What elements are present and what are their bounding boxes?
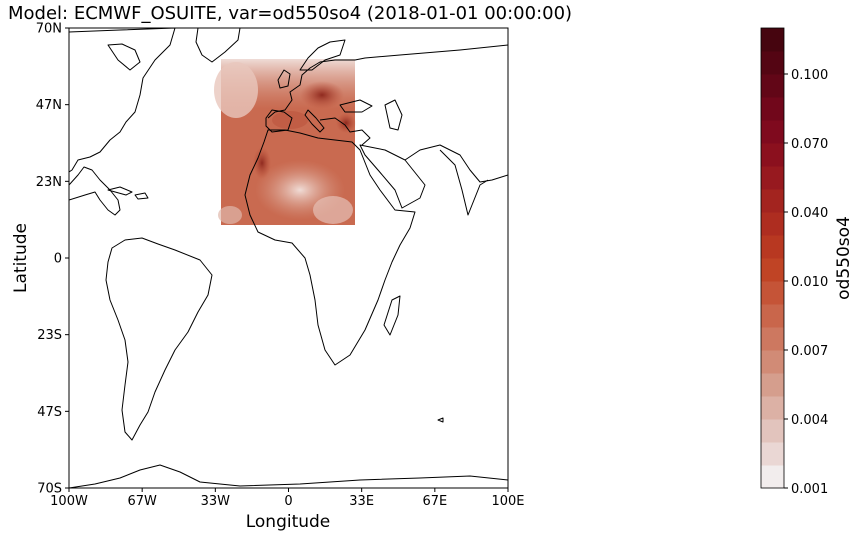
- gulf-coast: [69, 166, 121, 216]
- colorbar-ticks: 0.001 0.004 0.007 0.010 0.040 0.070 0.100: [784, 68, 828, 497]
- colorbar-tick-label: 0.070: [791, 137, 828, 152]
- lon-tick-label: 0: [284, 494, 292, 509]
- lat-tick-label: 70N: [36, 22, 62, 37]
- cuba-coastline: [107, 186, 133, 196]
- lat-tick-label: 47N: [36, 98, 62, 113]
- lon-tick-label: 33E: [349, 494, 374, 509]
- lat-tick-label: 23S: [37, 328, 62, 343]
- iberia-coastline: [265, 109, 293, 133]
- colorbar-swatch: [761, 235, 784, 259]
- antarctica-coastline: [69, 464, 508, 488]
- colorbar-swatch: [761, 74, 784, 98]
- lon-tick-label: 67W: [127, 494, 157, 509]
- colorbar-swatch: [761, 143, 784, 167]
- colorbar-swatch: [761, 258, 784, 282]
- black-sea: [339, 99, 373, 113]
- colorbar-swatch: [761, 442, 784, 466]
- colorbar-swatch: [761, 166, 784, 190]
- map-title: Model: ECMWF_OSUITE, var=od550so4 (2018-…: [8, 3, 573, 24]
- lat-tick-label: 47S: [37, 405, 62, 420]
- british-isles-coastline: [277, 69, 291, 89]
- lon-tick-label: 33W: [201, 494, 231, 509]
- colorbar-swatch: [761, 327, 784, 351]
- colorbar-swatch: [761, 281, 784, 305]
- colorbar-swatch: [761, 28, 784, 52]
- colorbar-swatch: [761, 373, 784, 397]
- lat-tick-label: 0: [54, 252, 62, 267]
- scandinavia-coastline: [299, 39, 346, 71]
- mediterranean-east: [319, 117, 371, 146]
- italy-coastline: [304, 109, 325, 133]
- arabia-coastline: [359, 144, 426, 209]
- lon-tick-label: 100E: [491, 494, 524, 509]
- south-america-coastline: [105, 237, 213, 441]
- colorbar-swatch: [761, 465, 784, 489]
- lat-tick-label: 23N: [36, 175, 62, 190]
- lon-tick-label: 100W: [50, 494, 88, 509]
- greenland-coastline: [195, 28, 241, 63]
- coastlines: [69, 28, 508, 488]
- lat-tick-label: 70S: [37, 482, 62, 497]
- colorbar: [761, 28, 784, 489]
- y-axis-label: Latitude: [11, 223, 31, 293]
- colorbar-swatch: [761, 120, 784, 144]
- colorbar-tick-label: 0.007: [791, 344, 828, 359]
- hispaniola-coastline: [134, 192, 149, 200]
- colorbar-tick-label: 0.100: [791, 68, 828, 83]
- africa-coastline: [244, 129, 416, 366]
- europe-coastline: [267, 44, 508, 119]
- colorbar-swatch: [761, 396, 784, 420]
- colorbar-swatch: [761, 304, 784, 328]
- latitude-ticks: 70N 47N 23N 0 23S 47S 70S: [36, 22, 69, 497]
- colorbar-swatch: [761, 51, 784, 75]
- lon-tick-label: 67E: [422, 494, 447, 509]
- hudson-bay: [107, 43, 141, 71]
- colorbar-label: od550so4: [834, 216, 854, 300]
- colorbar-tick-label: 0.001: [791, 482, 828, 497]
- colorbar-swatch: [761, 97, 784, 121]
- asia-coastline: [404, 144, 508, 183]
- north-america-coastline: [69, 28, 176, 173]
- colorbar-tick-label: 0.010: [791, 275, 828, 290]
- caspian-sea: [384, 99, 403, 131]
- india-coastline: [439, 149, 489, 216]
- colorbar-tick-label: 0.004: [791, 413, 828, 428]
- colorbar-swatch: [761, 350, 784, 374]
- colorbar-swatch: [761, 189, 784, 213]
- data-field: [214, 59, 356, 225]
- longitude-ticks: 100W 67W 33W 0 33E 67E 100E: [50, 488, 525, 509]
- madagascar-coastline: [383, 295, 401, 336]
- colorbar-frame: [760, 27, 785, 489]
- colorbar-tick-label: 0.040: [791, 206, 828, 221]
- colorbar-swatch: [761, 419, 784, 443]
- colorbar-swatch: [761, 212, 784, 236]
- kerguelen-island: [437, 417, 444, 423]
- x-axis-label: Longitude: [246, 512, 331, 532]
